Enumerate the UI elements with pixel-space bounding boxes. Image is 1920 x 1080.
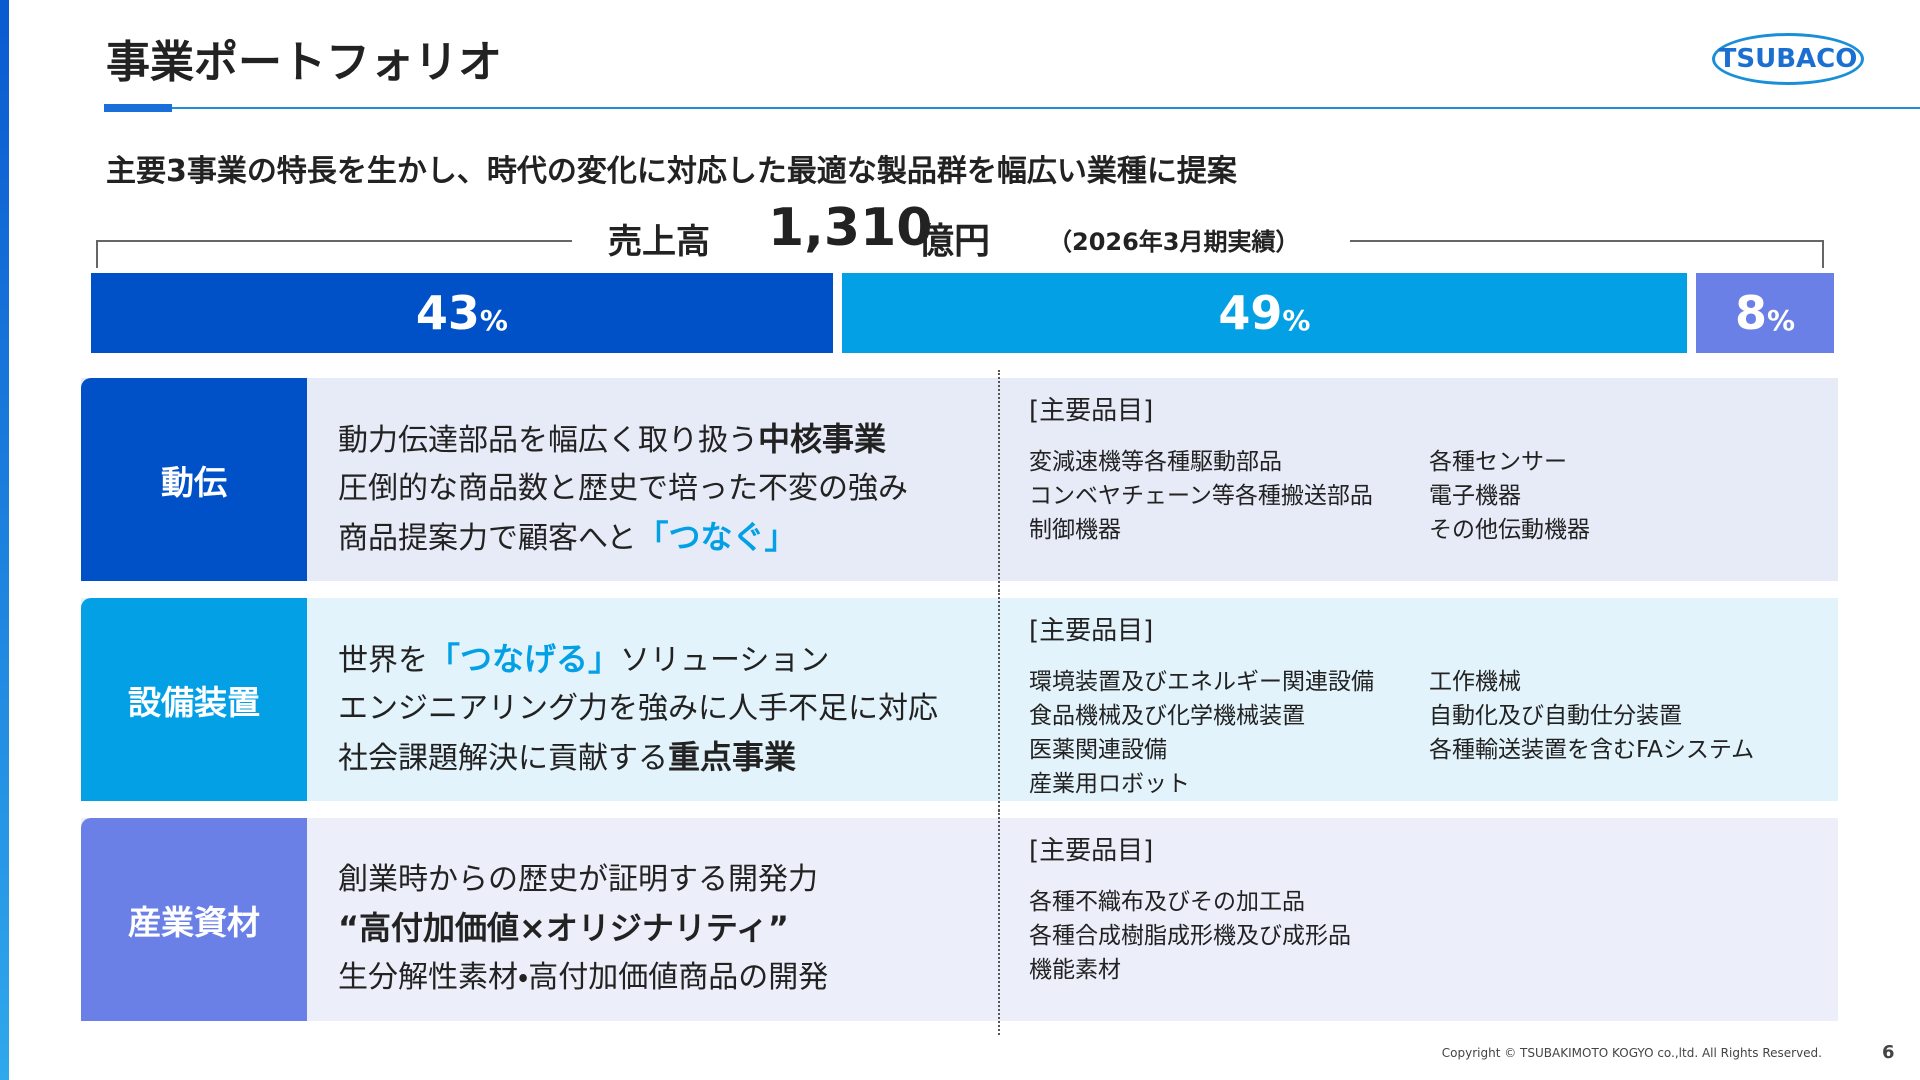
description-line: 動力伝達部品を幅広く取り扱う中核事業: [338, 414, 886, 460]
page-number: 6: [1882, 1042, 1895, 1063]
sales-unit: 億円: [918, 221, 991, 262]
products-title: [主要品目]: [1029, 616, 1154, 646]
bracket-right: [1350, 240, 1824, 268]
description-text: 「つなげる」: [428, 640, 621, 678]
divider: [998, 810, 1000, 1035]
side-strip: [0, 0, 9, 1080]
product-item: 電子機器: [1429, 483, 1521, 509]
product-item: 制御機器: [1029, 517, 1121, 543]
logo: TSUBACO: [1712, 33, 1864, 85]
divider: [998, 590, 1000, 815]
description-text: 生分解性素材・高付加価値商品の開発: [338, 960, 829, 995]
product-item: その他伝動機器: [1429, 517, 1590, 543]
description-text: 商品提案力で顧客へと: [338, 521, 637, 556]
share-unit: %: [479, 303, 508, 337]
product-item: 変減速機等各種駆動部品: [1029, 449, 1282, 475]
header-rule: [104, 107, 1920, 109]
product-item: 自動化及び自動仕分装置: [1429, 703, 1682, 729]
product-item: 各種不織布及びその加工品: [1029, 889, 1305, 915]
description-line: 生分解性素材・高付加価値商品の開発: [338, 952, 828, 996]
products-title: [主要品目]: [1029, 836, 1154, 866]
description-text: 重点事業: [668, 738, 797, 776]
business-label-box: 動伝: [81, 378, 307, 581]
description-text: 創業時からの歴史が証明する開発力: [338, 862, 818, 897]
description-line: 商品提案力で顧客へと「つなぐ」: [338, 512, 797, 558]
share-segment: 49%: [841, 273, 1687, 353]
product-item: 機能素材: [1029, 957, 1121, 983]
product-item: 各種輸送装置を含むFAシステム: [1429, 737, 1755, 763]
description-text: 圧倒的な商品数と歴史で培った不変の強み: [338, 471, 908, 506]
bracket-left: [96, 240, 572, 268]
description-line: エンジニアリング力を強みに人手不足に対応: [338, 683, 938, 727]
description-text: 動力伝達部品を幅広く取り扱う: [338, 423, 758, 458]
description-text: ソリューション: [620, 643, 830, 678]
share-unit: %: [1282, 303, 1311, 337]
business-label-box: 産業資材: [81, 818, 307, 1021]
description-line: 圧倒的な商品数と歴史で培った不変の強み: [338, 463, 908, 507]
products-title: [主要品目]: [1029, 396, 1154, 426]
description-line: 創業時からの歴史が証明する開発力: [338, 854, 818, 898]
product-item: 産業用ロボット: [1029, 771, 1190, 797]
copyright: Copyright © TSUBAKIMOTO KOGYO co.,ltd. A…: [1441, 1046, 1822, 1060]
business-name: 設備装置: [128, 682, 260, 722]
description-text: “高付加価値×オリジナリティ”: [338, 909, 789, 947]
share-unit: %: [1766, 303, 1796, 337]
description-line: 社会課題解決に貢献する重点事業: [338, 732, 796, 778]
sales-label: 売上高: [608, 222, 710, 262]
sales-amount: 1,310: [768, 198, 933, 258]
share-value: 49: [1218, 286, 1283, 340]
description-text: 社会課題解決に貢献する: [338, 741, 668, 776]
header-accent: [104, 104, 172, 112]
share-segment: 8%: [1696, 273, 1834, 353]
description-text: 中核事業: [758, 420, 887, 458]
description-line: “高付加価値×オリジナリティ”: [338, 903, 789, 949]
product-item: 工作機械: [1429, 669, 1521, 695]
business-name: 動伝: [161, 462, 227, 502]
product-item: コンベヤチェーン等各種搬送部品: [1029, 483, 1373, 509]
product-item: 各種合成樹脂成形機及び成形品: [1029, 923, 1351, 949]
share-value: 8: [1734, 286, 1767, 340]
description-text: 「つなぐ」: [636, 518, 797, 556]
business-name: 産業資材: [128, 902, 260, 942]
share-segment: 43%: [91, 273, 833, 353]
share-value: 43: [415, 286, 480, 340]
divider: [998, 370, 1000, 595]
sales-period: （2026年3月期実績）: [1048, 228, 1300, 256]
product-item: 医薬関連設備: [1029, 737, 1167, 763]
business-row: 産業資材 創業時からの歴史が証明する開発力 “高付加価値×オリジナリティ” 生分解性素…: [81, 810, 1838, 1035]
business-label-box: 設備装置: [81, 598, 307, 801]
product-item: 食品機械及び化学機械装置: [1029, 703, 1305, 729]
description-text: 世界を: [338, 643, 428, 678]
subtitle: 主要3事業の特長を生かし、時代の変化に対応した最適な製品群を幅広い業種に提案: [106, 154, 1237, 189]
description-text: エンジニアリング力を強みに人手不足に対応: [338, 691, 938, 726]
business-rows: 動伝 動力伝達部品を幅広く取り扱う中核事業 圧倒的な商品数と歴史で培った不変の強み商…: [81, 370, 1838, 1035]
product-item: 各種センサー: [1429, 449, 1567, 475]
description-line: 世界を「つなげる」ソリューション: [338, 634, 829, 680]
product-item: 環境装置及びエネルギー関連設備: [1029, 669, 1374, 695]
share-bar: 43% 49% 8%: [91, 273, 1834, 353]
business-row: 設備装置 世界を「つなげる」ソリューションエンジニアリング力を強みに人手不足に対応…: [81, 590, 1838, 815]
business-row: 動伝 動力伝達部品を幅広く取り扱う中核事業 圧倒的な商品数と歴史で培った不変の強み商…: [81, 370, 1838, 595]
title: 事業ポートフォリオ: [106, 37, 502, 88]
